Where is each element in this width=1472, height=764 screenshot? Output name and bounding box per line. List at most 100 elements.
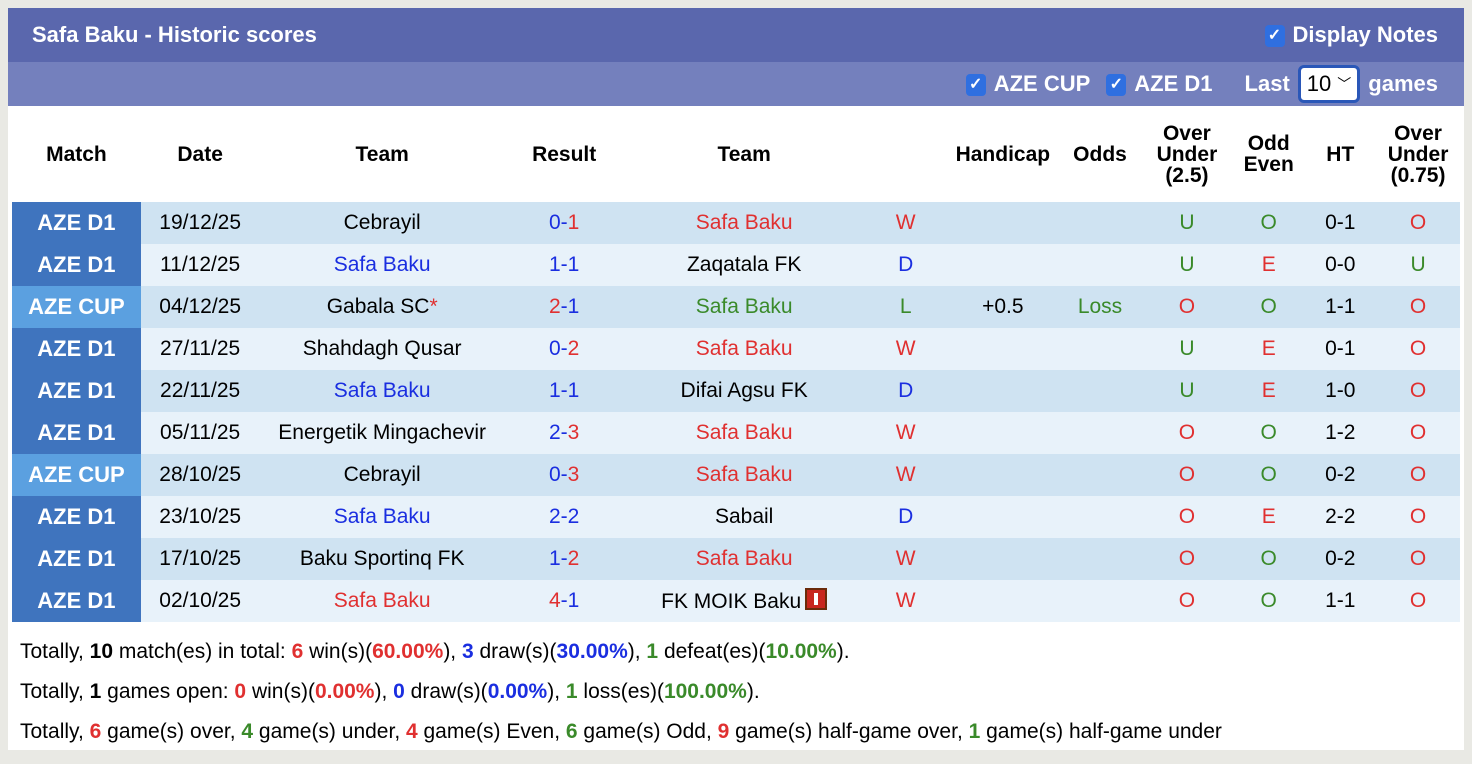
result-score[interactable]: 1-2 [504, 538, 624, 580]
odds-result [1059, 328, 1141, 370]
team-name[interactable]: Safa Baku [695, 211, 793, 234]
team-name[interactable]: Safa Baku [695, 421, 793, 444]
score-separator: - [560, 505, 568, 528]
team-name[interactable]: Safa Baku [333, 253, 431, 276]
table-row: AZE CUP 04/12/25 Gabala SC* 2-1 Safa Baku L +0… [12, 286, 1460, 328]
away-team[interactable]: Safa Baku [623, 454, 865, 496]
summary-text: 6 [291, 640, 304, 663]
away-team[interactable]: FK MOIK Baku [623, 580, 865, 622]
team-name[interactable]: Shahdagh Qusar [302, 337, 462, 360]
team-name[interactable]: Sabail [714, 505, 774, 528]
home-team[interactable]: Safa Baku [259, 370, 505, 412]
result-score[interactable]: 2-2 [504, 496, 624, 538]
score-separator: - [560, 337, 568, 360]
result-score[interactable]: 0-2 [504, 328, 624, 370]
team-name[interactable]: Safa Baku [333, 505, 431, 528]
table-row: AZE D1 22/11/25 Safa Baku 1-1 Difai Agsu FK D… [12, 370, 1460, 412]
over-under-2-5: O [1140, 496, 1233, 538]
odd-even: O [1232, 202, 1305, 244]
away-team[interactable]: Difai Agsu FK [623, 370, 865, 412]
match-league[interactable]: AZE D1 [12, 538, 141, 580]
summary-text: 1 [968, 720, 981, 743]
summary-text: Totally, [20, 720, 90, 743]
last-label: Last [1244, 71, 1290, 96]
match-league[interactable]: AZE CUP [12, 286, 141, 328]
home-score: 1 [548, 547, 561, 570]
away-team[interactable]: Safa Baku [623, 328, 865, 370]
team-name[interactable]: Safa Baku [695, 547, 793, 570]
team-name[interactable]: Safa Baku [333, 589, 431, 612]
summary-text: 1 [646, 640, 659, 663]
checkbox-checked-icon[interactable]: ✓ [965, 74, 986, 97]
away-team[interactable]: Safa Baku [623, 286, 865, 328]
team-name[interactable]: Energetik Mingachevir [278, 421, 487, 444]
team-name[interactable]: FK MOIK Baku [661, 590, 802, 613]
away-team[interactable]: Safa Baku [623, 412, 865, 454]
home-team[interactable]: Shahdagh Qusar [259, 328, 505, 370]
checkbox-checked-icon[interactable]: ✓ [1264, 25, 1285, 48]
result-score[interactable]: 2-1 [504, 286, 624, 328]
team-name[interactable]: Safa Baku [695, 463, 793, 486]
result-score[interactable]: 1-1 [504, 370, 624, 412]
match-league[interactable]: AZE D1 [12, 244, 141, 286]
match-league[interactable]: AZE D1 [12, 580, 141, 622]
team-name[interactable]: Cebrayil [343, 211, 421, 234]
home-team[interactable]: Safa Baku [259, 496, 505, 538]
away-team[interactable]: Safa Baku [623, 202, 865, 244]
match-league[interactable]: AZE D1 [12, 328, 141, 370]
match-league[interactable]: AZE CUP [12, 454, 141, 496]
team-name[interactable]: Cebrayil [343, 463, 421, 486]
home-team[interactable]: Safa Baku [259, 244, 505, 286]
home-team[interactable]: Gabala SC* [259, 286, 505, 328]
team-name[interactable]: Zaqatala FK [686, 253, 802, 276]
filter-label: AZE CUP [993, 71, 1091, 96]
match-outcome: W [864, 580, 947, 622]
summary-text: match(es) in total: [113, 640, 292, 663]
handicap [946, 538, 1060, 580]
summary-text: win(s)( [246, 680, 315, 703]
summary-text: 6 [565, 720, 578, 743]
filter-aze-d1[interactable]: ✓ AZE D1 [1106, 71, 1213, 97]
table-row: AZE D1 11/12/25 Safa Baku 1-1 Zaqatala FK D U E… [12, 244, 1460, 286]
filter-label: AZE D1 [1134, 71, 1213, 96]
display-notes-toggle[interactable]: ✓ Display Notes [1264, 22, 1438, 48]
team-name[interactable]: Safa Baku [695, 295, 793, 318]
half-time-score: 2-2 [1304, 496, 1377, 538]
home-team[interactable]: Baku Sportinq FK [259, 538, 505, 580]
checkbox-checked-icon[interactable]: ✓ [1106, 74, 1127, 97]
result-score[interactable]: 0-3 [504, 454, 624, 496]
home-team[interactable]: Energetik Mingachevir [259, 412, 505, 454]
summary-text: 0 [393, 680, 405, 703]
away-team[interactable]: Sabail [623, 496, 865, 538]
team-name[interactable]: Safa Baku [695, 337, 793, 360]
team-name[interactable]: Safa Baku [333, 379, 431, 402]
match-league[interactable]: AZE D1 [12, 202, 141, 244]
score-separator: - [560, 547, 568, 570]
result-score[interactable]: 2-3 [504, 412, 624, 454]
match-outcome: W [864, 538, 947, 580]
away-score: 3 [567, 463, 580, 486]
match-league[interactable]: AZE D1 [12, 496, 141, 538]
away-score: 1 [567, 379, 580, 402]
home-team[interactable]: Cebrayil [259, 454, 505, 496]
away-team[interactable]: Zaqatala FK [623, 244, 865, 286]
summary-text: draw(s)( [473, 640, 557, 663]
match-league[interactable]: AZE D1 [12, 412, 141, 454]
table-row: AZE D1 27/11/25 Shahdagh Qusar 0-2 Safa Baku… [12, 328, 1460, 370]
away-team[interactable]: Safa Baku [623, 538, 865, 580]
match-league[interactable]: AZE D1 [12, 370, 141, 412]
team-name[interactable]: Baku Sportinq FK [299, 547, 465, 570]
team-name[interactable]: Difai Agsu FK [680, 379, 808, 402]
home-team[interactable]: Safa Baku [259, 580, 505, 622]
column-header: Over Under (0.75) [1387, 121, 1449, 187]
result-score[interactable]: 4-1 [504, 580, 624, 622]
half-time-score: 0-1 [1304, 202, 1377, 244]
handicap [946, 496, 1060, 538]
result-score[interactable]: 1-1 [504, 244, 624, 286]
team-name[interactable]: Gabala SC [326, 295, 430, 318]
panel-title: Safa Baku - Historic scores [32, 22, 317, 47]
home-team[interactable]: Cebrayil [259, 202, 505, 244]
result-score[interactable]: 0-1 [504, 202, 624, 244]
games-count-select[interactable]: 10 ﹀ [1297, 65, 1361, 103]
filter-aze-cup[interactable]: ✓ AZE CUP [965, 71, 1091, 97]
